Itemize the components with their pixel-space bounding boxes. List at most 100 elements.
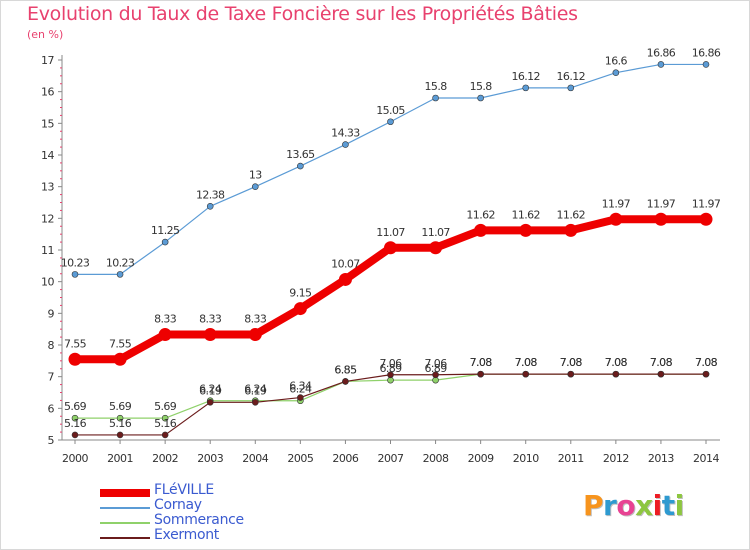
data-label: 7.08 [695, 356, 718, 369]
data-point [161, 431, 169, 439]
logo-letter: t [661, 489, 675, 522]
data-label: 6.89 [425, 362, 448, 375]
data-label: 10.23 [106, 256, 135, 269]
data-point [161, 238, 169, 246]
data-point [206, 203, 214, 210]
data-label: 10.07 [331, 257, 360, 270]
y-tick-label: 9 [48, 307, 55, 320]
y-tick-label: 8 [48, 339, 55, 352]
legend-label: FLéVILLE [154, 482, 214, 498]
x-tick-label: 2001 [107, 452, 133, 465]
data-label: 14.33 [331, 127, 360, 140]
data-label: 6.85 [334, 363, 357, 376]
data-label: 7.08 [470, 356, 493, 369]
data-label: 7.06 [379, 357, 402, 370]
data-label: 8.33 [154, 313, 177, 326]
data-point [116, 271, 124, 278]
logo-letter: P [583, 489, 604, 522]
data-point [297, 394, 304, 401]
data-point [519, 223, 533, 237]
data-label: 7.08 [650, 356, 673, 369]
y-tick-label: 10 [41, 276, 54, 289]
chart-subtitle: (en %) [27, 28, 64, 41]
data-label: 7.08 [650, 356, 673, 369]
logo-letter: x [635, 489, 653, 522]
data-point [251, 399, 259, 406]
data-label: 5.16 [154, 417, 177, 430]
data-label: 6.89 [379, 362, 402, 375]
data-point [293, 302, 307, 316]
data-label: 10.23 [61, 256, 90, 269]
series-layer [68, 61, 713, 439]
data-point [206, 399, 214, 406]
data-point [702, 61, 710, 68]
data-point [477, 370, 484, 378]
data-point [564, 223, 578, 237]
data-point [522, 84, 530, 92]
data-label: 9.15 [289, 287, 312, 300]
data-label: 7.55 [64, 337, 87, 350]
data-label: 16.6 [605, 55, 628, 68]
legend-label: Cornay [154, 497, 202, 513]
data-point [71, 431, 79, 439]
data-label: 13 [249, 169, 262, 182]
data-label: 7.06 [425, 357, 448, 370]
data-point [702, 370, 710, 378]
data-point [657, 370, 665, 378]
data-label: 7.08 [515, 356, 538, 369]
data-point [384, 241, 397, 255]
x-tick-label: 2014 [693, 452, 719, 465]
legend-swatch [100, 537, 150, 539]
x-tick-label: 2005 [287, 452, 313, 465]
x-tick-label: 2006 [332, 452, 358, 465]
data-label: 6.19 [199, 384, 222, 397]
data-label: 7.08 [560, 356, 583, 369]
data-point [477, 94, 484, 102]
data-point [474, 223, 488, 237]
data-label: 11.62 [557, 208, 586, 221]
data-point [251, 183, 259, 190]
x-tick-label: 2009 [468, 452, 494, 465]
logo-letter: i [674, 489, 685, 522]
data-label: 8.33 [244, 313, 267, 326]
data-label: 16.86 [692, 46, 721, 59]
data-label: 16.12 [511, 70, 540, 83]
data-label: 11.97 [692, 197, 721, 210]
data-point [71, 414, 79, 422]
data-point [338, 272, 352, 286]
legend-swatch [100, 522, 150, 524]
data-point [612, 370, 620, 378]
y-tick-label: 17 [41, 54, 54, 67]
data-label: 16.86 [647, 46, 676, 59]
y-tick-label: 12 [41, 212, 54, 225]
data-point [609, 212, 623, 226]
data-point [612, 69, 620, 76]
x-tick-label: 2002 [152, 452, 178, 465]
data-label: 7.08 [605, 356, 628, 369]
data-point [342, 141, 349, 148]
data-point [432, 371, 439, 379]
data-label: 5.69 [64, 400, 87, 413]
data-point [699, 212, 713, 226]
x-tick-label: 2000 [62, 452, 88, 465]
y-tick-label: 6 [48, 402, 55, 415]
data-point [113, 352, 127, 366]
x-tick-label: 2012 [603, 452, 629, 465]
data-point [71, 271, 79, 278]
data-point [68, 352, 82, 366]
data-label: 15.8 [425, 80, 448, 93]
x-tick-label: 2013 [648, 452, 674, 465]
data-point [654, 212, 668, 226]
data-point [387, 371, 394, 379]
data-label: 7.08 [515, 356, 538, 369]
data-point [429, 241, 443, 255]
x-tick-label: 2004 [242, 452, 268, 465]
data-label: 11.62 [466, 208, 495, 221]
data-label: 15.8 [470, 80, 493, 93]
data-point [297, 162, 304, 170]
data-point [158, 328, 172, 342]
y-tick-label: 13 [41, 181, 54, 194]
y-tick-label: 14 [41, 149, 54, 162]
data-label: 7.08 [605, 356, 628, 369]
